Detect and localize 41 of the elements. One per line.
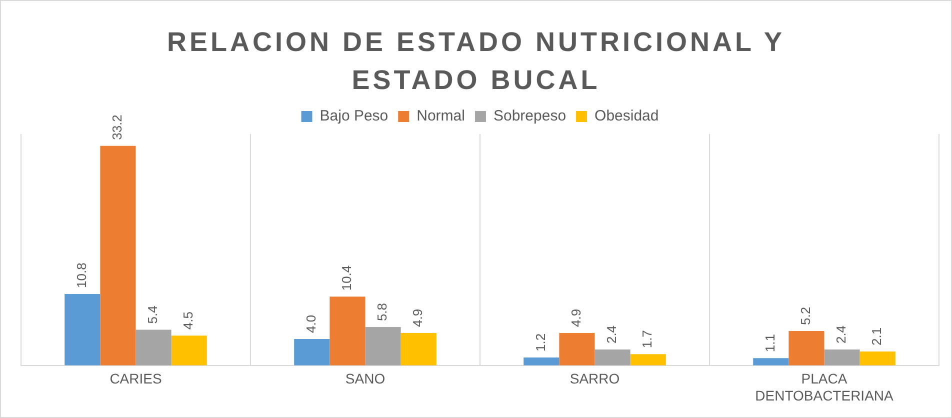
data-label: 4.9 [410,308,426,328]
data-label: 1.1 [762,334,778,352]
legend-label: Obesidad [594,108,659,125]
chart-title: RELACION DE ESTADO NUTRICIONAL Y ESTADO BUCAL [166,26,786,97]
bar [365,327,401,366]
data-label: 5.8 [374,302,390,322]
data-label: 1.2 [532,333,548,352]
bar [100,146,136,366]
bar [294,338,330,366]
data-label: 4.0 [303,314,318,333]
bar [860,352,896,366]
bar [824,350,860,366]
bar [171,336,207,366]
data-label: 2.4 [834,325,849,344]
bar [400,333,436,366]
bar [788,331,824,366]
bar [753,358,789,366]
bar [524,357,560,366]
bar [594,350,630,366]
bar [630,354,666,366]
data-label: 10.8 [74,262,89,288]
data-label: 4.9 [568,308,584,328]
x-tick-label: CARIES [110,370,162,387]
legend-label: Bajo Peso [320,108,388,125]
data-label: 2.4 [604,325,620,344]
x-tick-label: PLACA DENTOBACTERIANA [755,370,894,404]
data-label: 5.4 [145,306,160,324]
bar [559,333,595,366]
data-label: 4.5 [180,312,196,330]
legend-label: Sobrepeso [493,108,566,125]
data-label: 2.1 [869,327,884,346]
data-label: 1.7 [640,330,655,348]
legend-label: Normal [416,108,465,125]
bar [136,330,172,366]
data-label: 5.2 [798,306,814,326]
x-tick-label: SANO [345,370,386,387]
x-tick-label: SARRO [570,370,620,387]
bar [64,294,100,366]
data-label: 10.4 [339,265,354,291]
data-label: 33.2 [110,114,125,140]
bar [330,296,366,366]
